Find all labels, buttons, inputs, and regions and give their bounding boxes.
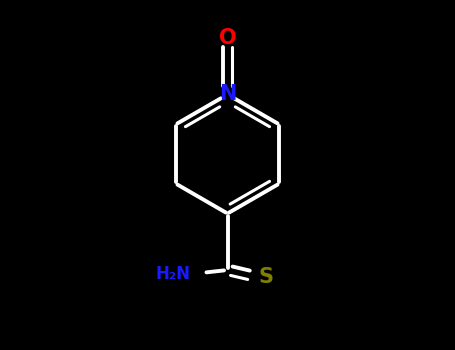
- Text: S: S: [258, 267, 273, 287]
- Text: O: O: [219, 28, 236, 48]
- Text: H₂N: H₂N: [156, 265, 191, 282]
- Text: N: N: [219, 84, 236, 105]
